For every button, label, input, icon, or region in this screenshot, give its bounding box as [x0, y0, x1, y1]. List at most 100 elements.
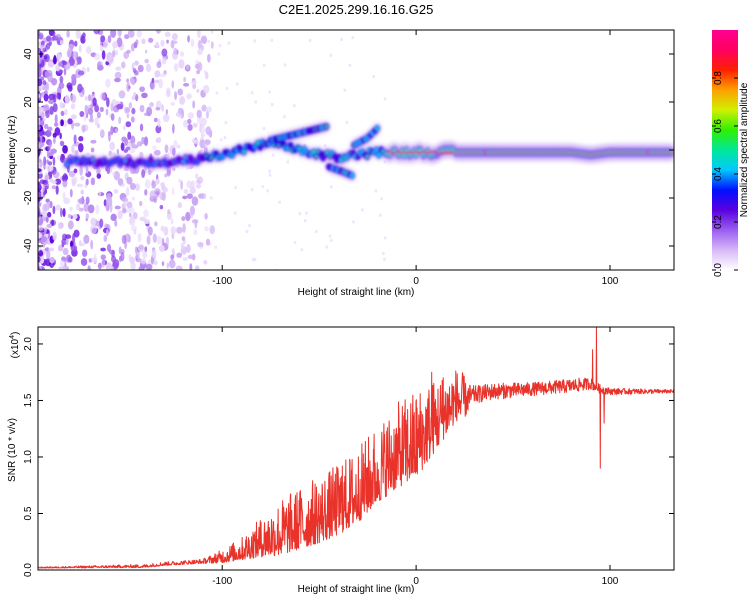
noise-speck — [251, 258, 255, 262]
noise-speck — [151, 249, 157, 259]
noise-speck — [154, 188, 161, 196]
noise-speck — [53, 122, 59, 127]
noise-speck — [134, 70, 139, 76]
noise-speck — [43, 123, 49, 130]
noise-speck — [42, 203, 48, 213]
noise-speck — [161, 191, 166, 202]
trace-core — [325, 125, 328, 128]
noise-speck — [128, 254, 132, 262]
noise-speck — [144, 189, 148, 196]
noise-speck — [126, 49, 131, 54]
noise-speck — [153, 260, 158, 266]
noise-speck — [139, 200, 143, 207]
noise-speck — [179, 96, 186, 105]
noise-speck — [253, 39, 256, 43]
noise-speck — [112, 171, 116, 177]
noise-speck — [127, 131, 132, 140]
noise-speck — [55, 204, 61, 211]
noise-speck — [48, 247, 55, 252]
noise-speck — [126, 78, 130, 83]
noise-speck — [67, 220, 74, 230]
noise-speck — [209, 225, 216, 235]
noise-speck — [78, 207, 84, 212]
noise-speck — [214, 245, 217, 249]
noise-speck — [99, 218, 104, 228]
noise-speck — [215, 91, 219, 95]
snr-y-scale-label: (x104) — [9, 332, 21, 359]
noise-speck — [195, 265, 200, 270]
noise-speck — [192, 122, 198, 128]
noise-speck — [38, 34, 44, 40]
noise-speck — [115, 50, 118, 56]
noise-speck — [345, 120, 349, 124]
noise-speck — [154, 79, 160, 84]
noise-speck — [262, 64, 266, 68]
noise-speck — [343, 88, 347, 92]
noise-speck — [164, 144, 169, 154]
noise-speck — [137, 233, 142, 243]
noise-speck — [128, 102, 133, 109]
noise-speck — [142, 250, 148, 259]
noise-speck — [114, 71, 122, 79]
noise-speck — [87, 265, 91, 270]
trace-core — [256, 142, 260, 145]
noise-speck — [45, 109, 50, 119]
noise-speck — [170, 40, 175, 49]
noise-speck — [100, 254, 107, 260]
noise-speck — [143, 219, 151, 225]
noise-speck — [329, 53, 333, 57]
noise-speck — [202, 37, 207, 45]
noise-speck — [47, 144, 52, 152]
noise-speck — [40, 235, 48, 243]
noise-speck — [84, 95, 89, 101]
noise-speck — [43, 55, 48, 60]
noise-speck — [51, 219, 55, 227]
noise-speck — [112, 41, 118, 49]
noise-speck — [73, 134, 77, 144]
noise-speck — [189, 186, 196, 195]
noise-speck — [180, 180, 184, 190]
noise-speck — [298, 212, 302, 216]
noise-speck — [134, 60, 139, 66]
noise-speck — [171, 80, 175, 89]
noise-speck — [138, 266, 144, 270]
noise-speck — [166, 87, 171, 95]
chart-title: C2E1.2025.299.16.16.G25 — [279, 2, 434, 17]
noise-speck — [130, 116, 135, 123]
noise-speck — [88, 258, 93, 263]
noise-speck — [61, 241, 65, 248]
noise-speck — [38, 197, 41, 203]
noise-speck — [90, 147, 95, 153]
noise-speck — [58, 266, 66, 270]
noise-speck — [116, 37, 123, 48]
noise-speck — [148, 37, 154, 43]
noise-speck — [130, 225, 138, 232]
noise-speck — [118, 116, 122, 125]
noise-speck — [304, 219, 307, 223]
noise-speck — [122, 125, 126, 131]
noise-speck — [147, 169, 152, 176]
noise-speck — [99, 106, 104, 113]
noise-speck — [125, 146, 131, 151]
noise-speck — [171, 33, 178, 41]
spectrogram-x-tick-label: 0 — [413, 276, 419, 287]
noise-speck — [152, 233, 157, 243]
noise-speck — [52, 56, 58, 65]
noise-speck — [85, 178, 89, 186]
noise-speck — [165, 236, 170, 246]
noise-speck — [46, 223, 53, 229]
spectrogram-y-tick-label: -40 — [23, 238, 34, 253]
noise-speck — [152, 145, 157, 150]
noise-speck — [197, 176, 204, 184]
noise-speck — [122, 208, 127, 214]
snr-y-tick-label: 0.0 — [23, 563, 34, 577]
noise-speck — [66, 254, 72, 263]
noise-speck — [38, 168, 42, 173]
noise-speck — [45, 250, 51, 260]
noise-speck — [110, 213, 117, 222]
noise-speck — [41, 111, 45, 119]
noise-speck — [121, 234, 127, 244]
noise-speck — [135, 250, 140, 260]
snr-y-tick-label: 2.0 — [23, 337, 34, 351]
noise-speck — [143, 209, 149, 218]
